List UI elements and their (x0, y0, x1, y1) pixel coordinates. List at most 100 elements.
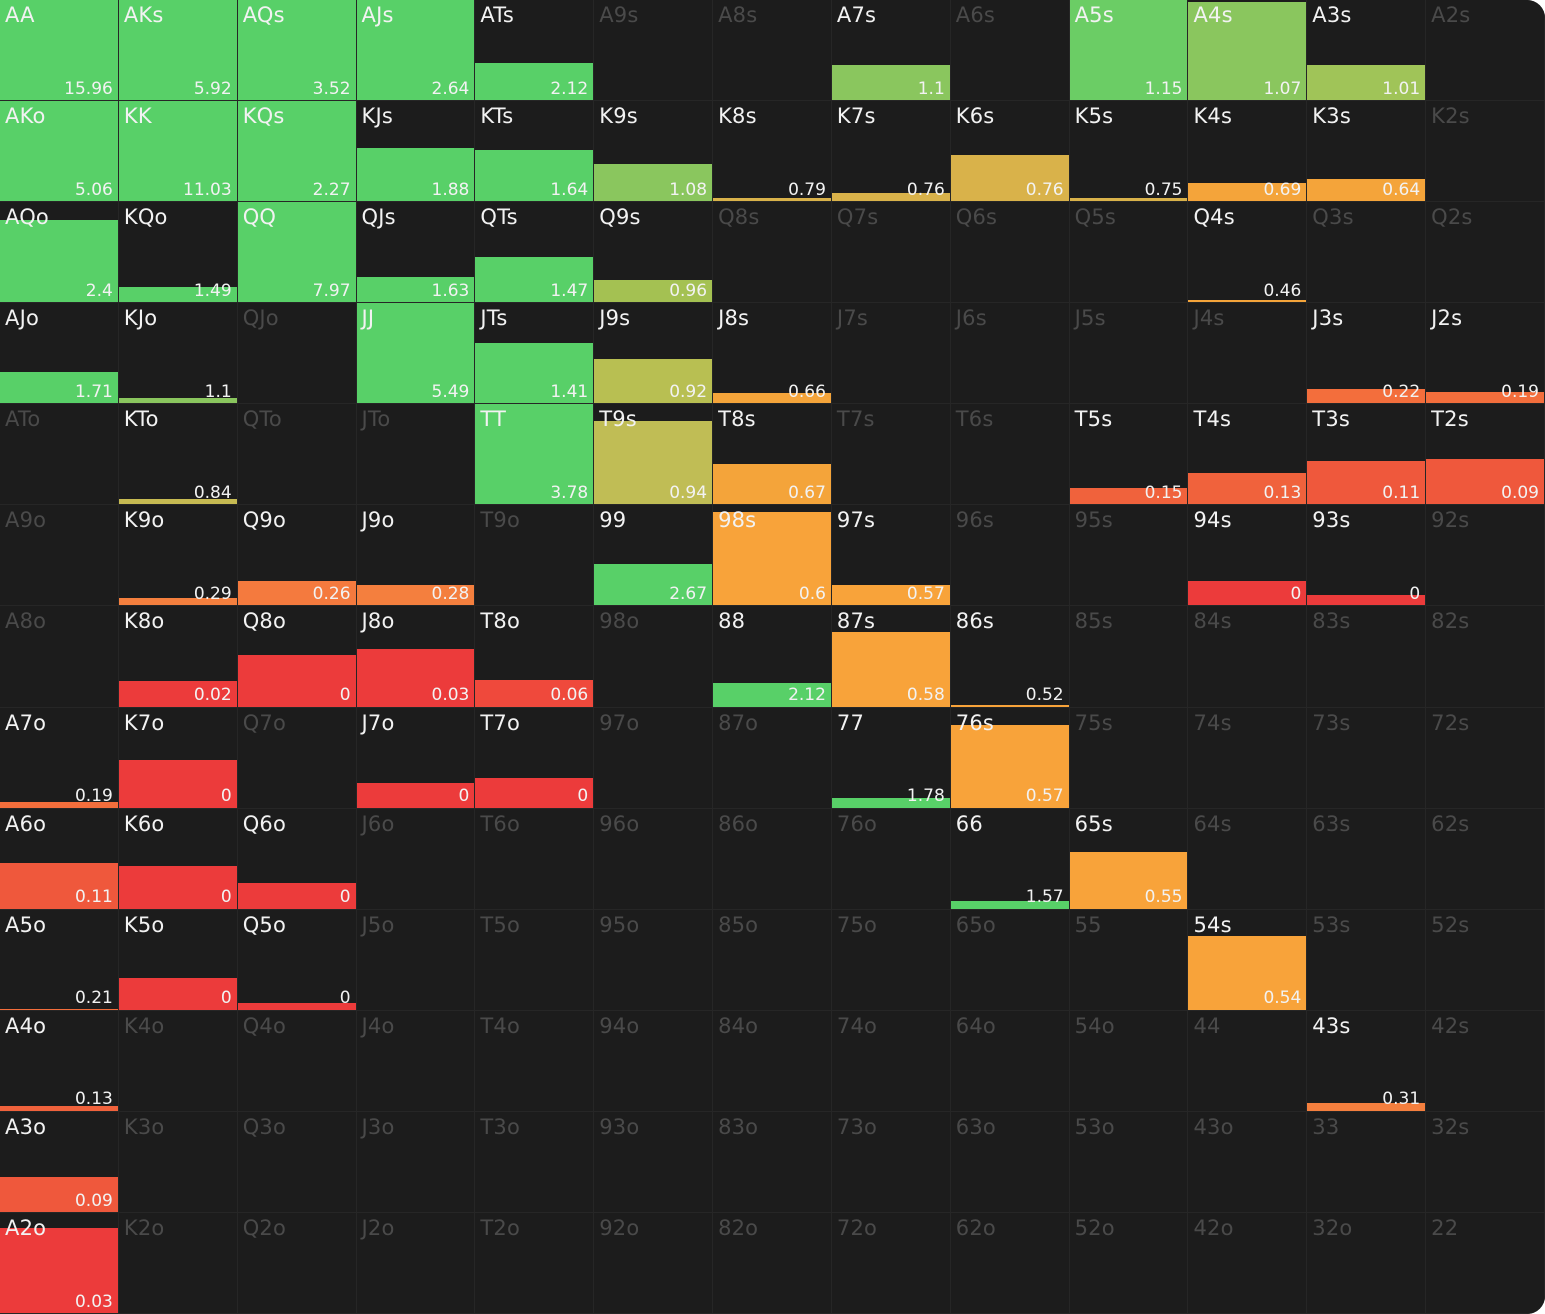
hand-cell[interactable]: 66 1.57 (950, 808, 1070, 910)
hand-cell[interactable]: 99 2.67 (594, 505, 714, 607)
hand-cell[interactable]: 85o (713, 909, 832, 1011)
hand-cell[interactable]: J2o (356, 1212, 476, 1314)
hand-cell[interactable]: 44 (1188, 1010, 1308, 1112)
hand-cell[interactable]: T9o (475, 505, 595, 607)
hand-cell[interactable]: ATo (0, 404, 119, 506)
hand-cell[interactable]: 96o (594, 808, 714, 910)
hand-cell[interactable]: 73o (831, 1111, 951, 1213)
hand-cell[interactable]: Q9s 0.96 (594, 202, 714, 304)
hand-cell[interactable]: 75o (831, 909, 951, 1011)
hand-cell[interactable]: 96s (950, 505, 1070, 607)
hand-cell[interactable]: 33 (1307, 1111, 1427, 1213)
hand-cell[interactable]: T8s 0.67 (713, 404, 832, 506)
hand-cell[interactable]: A6o 0.11 (0, 808, 119, 910)
hand-cell[interactable]: A9s (594, 0, 714, 102)
hand-cell[interactable]: KJs 1.88 (356, 101, 476, 203)
hand-cell[interactable]: 97s 0.57 (831, 505, 951, 607)
hand-cell[interactable]: 43o (1188, 1111, 1308, 1213)
hand-cell[interactable]: Q6s (950, 202, 1070, 304)
hand-cell[interactable]: A6s (950, 0, 1070, 102)
hand-cell[interactable]: A2o 0.03 (0, 1212, 119, 1314)
hand-cell[interactable]: 72o (831, 1212, 951, 1314)
hand-cell[interactable]: ATs 2.12 (475, 0, 595, 102)
hand-cell[interactable]: J7o 0 (356, 707, 476, 809)
hand-cell[interactable]: 73s (1307, 707, 1427, 809)
hand-cell[interactable]: KK 11.03 (118, 101, 238, 203)
hand-cell[interactable]: A9o (0, 505, 119, 607)
hand-cell[interactable]: QTo (237, 404, 357, 506)
hand-cell[interactable]: J6s (950, 303, 1070, 405)
hand-cell[interactable]: 64s (1188, 808, 1308, 910)
hand-cell[interactable]: K6s 0.76 (950, 101, 1070, 203)
hand-cell[interactable]: 98s 0.6 (713, 505, 832, 607)
hand-cell[interactable]: T2o (475, 1212, 595, 1314)
hand-cell[interactable]: KQo 1.49 (118, 202, 238, 304)
hand-cell[interactable]: AA 15.96 (0, 0, 119, 102)
hand-cell[interactable]: Q4o (237, 1010, 357, 1112)
hand-cell[interactable]: J8o 0.03 (356, 606, 476, 708)
hand-cell[interactable]: 54o (1069, 1010, 1189, 1112)
hand-cell[interactable]: KTo 0.84 (118, 404, 238, 506)
hand-cell[interactable]: 65s 0.55 (1069, 808, 1189, 910)
hand-cell[interactable]: J9s 0.92 (594, 303, 714, 405)
hand-cell[interactable]: Q5o 0 (237, 909, 357, 1011)
hand-cell[interactable]: K8s 0.79 (713, 101, 832, 203)
hand-cell[interactable]: A3o 0.09 (0, 1111, 119, 1213)
hand-cell[interactable]: A4s 1.07 (1188, 0, 1308, 102)
hand-cell[interactable]: 76o (831, 808, 951, 910)
hand-cell[interactable]: T4s 0.13 (1188, 404, 1308, 506)
hand-cell[interactable]: KTs 1.64 (475, 101, 595, 203)
hand-cell[interactable]: Q8s (713, 202, 832, 304)
hand-cell[interactable]: 94o (594, 1010, 714, 1112)
hand-cell[interactable]: 82s (1426, 606, 1545, 708)
hand-cell[interactable]: 54s 0.54 (1188, 909, 1308, 1011)
hand-cell[interactable]: QTs 1.47 (475, 202, 595, 304)
hand-cell[interactable]: J9o 0.28 (356, 505, 476, 607)
hand-cell[interactable]: T5o (475, 909, 595, 1011)
hand-cell[interactable]: A7s 1.1 (831, 0, 951, 102)
hand-cell[interactable]: T8o 0.06 (475, 606, 595, 708)
hand-cell[interactable]: 84o (713, 1010, 832, 1112)
hand-cell[interactable]: T7s (831, 404, 951, 506)
hand-cell[interactable]: 94s 0 (1188, 505, 1308, 607)
hand-cell[interactable]: 32o (1307, 1212, 1427, 1314)
hand-cell[interactable]: 83s (1307, 606, 1427, 708)
hand-cell[interactable]: Q2o (237, 1212, 357, 1314)
hand-cell[interactable]: 42o (1188, 1212, 1308, 1314)
hand-cell[interactable]: J2s 0.19 (1426, 303, 1545, 405)
hand-cell[interactable]: 84s (1188, 606, 1308, 708)
hand-cell[interactable]: QJs 1.63 (356, 202, 476, 304)
hand-cell[interactable]: 92o (594, 1212, 714, 1314)
hand-cell[interactable]: Q3s (1307, 202, 1427, 304)
hand-cell[interactable]: 87o (713, 707, 832, 809)
hand-cell[interactable]: A5s 1.15 (1069, 0, 1189, 102)
hand-cell[interactable]: K4o (118, 1010, 238, 1112)
hand-cell[interactable]: A5o 0.21 (0, 909, 119, 1011)
hand-cell[interactable]: K3s 0.64 (1307, 101, 1427, 203)
hand-cell[interactable]: K2o (118, 1212, 238, 1314)
hand-cell[interactable]: 98o (594, 606, 714, 708)
hand-cell[interactable]: 93s 0 (1307, 505, 1427, 607)
hand-cell[interactable]: K5s 0.75 (1069, 101, 1189, 203)
hand-cell[interactable]: 83o (713, 1111, 832, 1213)
hand-cell[interactable]: J5s (1069, 303, 1189, 405)
hand-cell[interactable]: K8o 0.02 (118, 606, 238, 708)
hand-cell[interactable]: T3s 0.11 (1307, 404, 1427, 506)
hand-cell[interactable]: QQ 7.97 (237, 202, 357, 304)
hand-cell[interactable]: Q5s (1069, 202, 1189, 304)
hand-cell[interactable]: AKo 5.06 (0, 101, 119, 203)
hand-cell[interactable]: T9s 0.94 (594, 404, 714, 506)
hand-cell[interactable]: 22 (1426, 1212, 1545, 1314)
hand-cell[interactable]: J3s 0.22 (1307, 303, 1427, 405)
hand-cell[interactable]: T3o (475, 1111, 595, 1213)
hand-cell[interactable]: A8s (713, 0, 832, 102)
hand-cell[interactable]: 74s (1188, 707, 1308, 809)
hand-cell[interactable]: J6o (356, 808, 476, 910)
hand-cell[interactable]: K9o 0.29 (118, 505, 238, 607)
hand-cell[interactable]: 53o (1069, 1111, 1189, 1213)
hand-cell[interactable]: Q7s (831, 202, 951, 304)
hand-cell[interactable]: K7o 0 (118, 707, 238, 809)
hand-cell[interactable]: 86s 0.52 (950, 606, 1070, 708)
hand-cell[interactable]: 95s (1069, 505, 1189, 607)
hand-cell[interactable]: 86o (713, 808, 832, 910)
